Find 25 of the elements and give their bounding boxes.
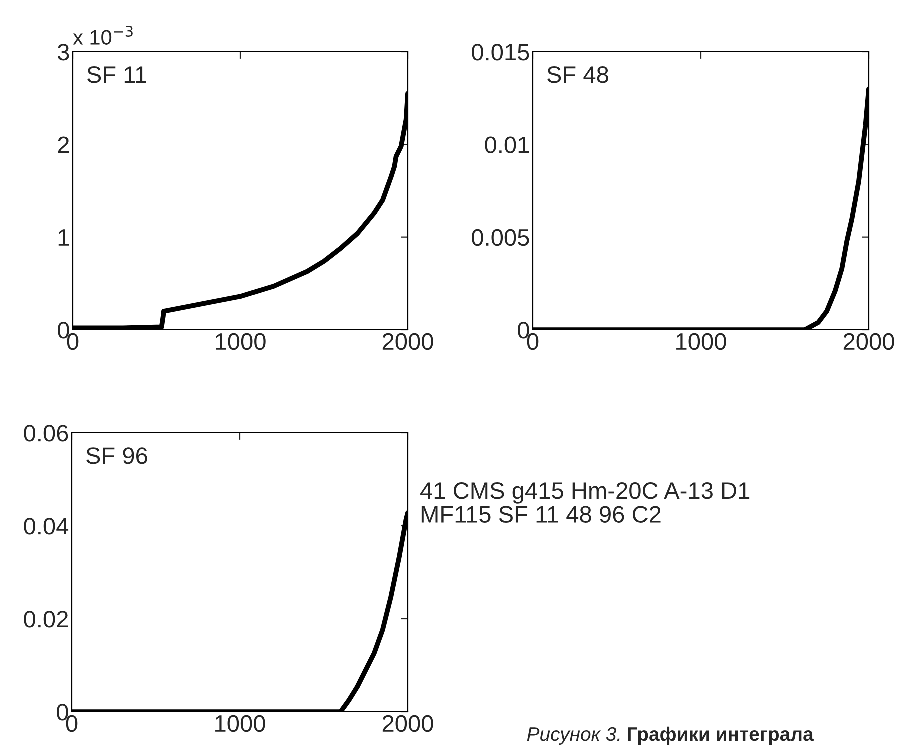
y-tick-label: 0.01: [485, 136, 530, 154]
text: Графики интеграла: [628, 726, 814, 745]
x-tick-label: 2000: [844, 333, 894, 350]
x-tick-label: 1000: [676, 333, 726, 350]
y-tick-label: 0: [518, 322, 530, 339]
y-tick-label: 0.06: [24, 425, 68, 442]
text: 41 CMS g415 Hm-20C A-13 D1 MF115 SF 11 48 96 C2: [420, 482, 750, 523]
y-tick-label: 0.005: [472, 229, 530, 246]
y-tick-label: 0.02: [24, 611, 68, 628]
x-tick-label: 2000: [382, 333, 434, 350]
y-tick-label: 0.015: [472, 44, 530, 61]
y-tick-label: 2: [58, 136, 70, 154]
annotation: SF 96: [86, 448, 148, 464]
x-tick-label: 1000: [216, 333, 266, 350]
y-tick-label: 0.04: [24, 518, 69, 535]
y-tick-label: 1: [58, 230, 70, 246]
text: Рисунок 3.: [527, 727, 620, 745]
y-tick-label: 3: [58, 44, 70, 61]
x-tick-label: 1000: [216, 715, 266, 732]
x-tick-label: 2000: [382, 715, 434, 732]
annotation: SF 11: [87, 66, 146, 84]
text: x 10$^{−3}$: [73, 26, 133, 45]
annotation: SF 48: [548, 66, 608, 84]
y-tick-label: 0: [57, 704, 68, 721]
y-tick-label: 0: [58, 322, 70, 339]
